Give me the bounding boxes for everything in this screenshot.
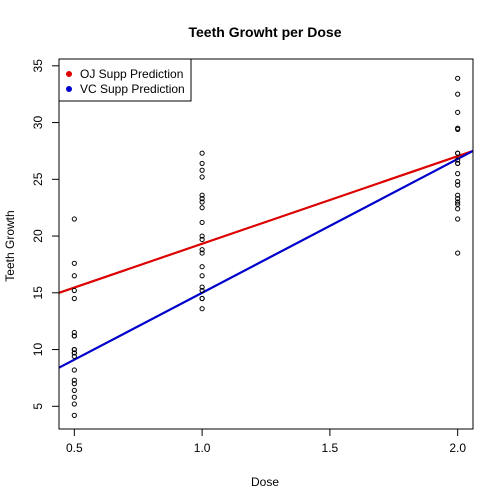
- data-point: [199, 205, 205, 211]
- data-point: [455, 160, 461, 167]
- x-tick-label: 2.0: [449, 441, 466, 455]
- data-point: [71, 353, 77, 359]
- data-point: [455, 109, 461, 115]
- legend-vc-label: VC Supp Prediction: [80, 82, 185, 96]
- data-point: [199, 174, 205, 180]
- data-point: [71, 287, 77, 294]
- data-point: [199, 192, 205, 198]
- data-point: [71, 260, 77, 266]
- legend-vc-marker: [66, 86, 72, 92]
- data-point: [71, 381, 77, 387]
- data-point: [199, 284, 205, 290]
- data-point: [455, 192, 461, 198]
- data-point: [455, 171, 461, 177]
- x-axis-label: Dose: [251, 475, 279, 489]
- data-point: [71, 333, 77, 339]
- data-point: [199, 287, 205, 294]
- data-point: [455, 206, 461, 212]
- data-point: [455, 182, 461, 188]
- data-point: [71, 295, 77, 302]
- data-point: [71, 350, 77, 356]
- prediction-lines: [58, 149, 474, 369]
- data-point: [71, 346, 77, 353]
- legend-oj-label: OJ Supp Prediction: [80, 67, 183, 81]
- data-point: [199, 199, 205, 205]
- data-point: [199, 160, 205, 167]
- data-point: [455, 201, 461, 207]
- data-point: [71, 387, 77, 394]
- data-point: [199, 247, 205, 253]
- y-tick-label: 20: [31, 229, 45, 243]
- y-tick-label: 10: [31, 343, 45, 357]
- data-point: [71, 394, 77, 400]
- data-point: [199, 250, 205, 256]
- data-point: [199, 264, 205, 270]
- y-tick-label: 35: [31, 59, 45, 73]
- y-tick-label: 30: [31, 116, 45, 130]
- data-point: [71, 412, 77, 418]
- data-point: [199, 150, 205, 156]
- data-points: [71, 75, 461, 418]
- data-point: [455, 250, 461, 256]
- y-axis: 5 10 15 20 25 30 35: [31, 59, 60, 410]
- data-point: [71, 329, 77, 336]
- data-point: [199, 295, 205, 302]
- legend-box: [58, 58, 192, 102]
- x-tick-label: 0.5: [66, 441, 83, 455]
- data-point: [455, 91, 461, 97]
- x-tick-label: 1.5: [322, 441, 339, 455]
- y-tick-label: 5: [31, 403, 45, 410]
- data-point: [71, 367, 77, 373]
- data-point: [199, 273, 205, 279]
- x-tick-label: 1.0: [194, 441, 211, 455]
- data-point: [455, 75, 461, 81]
- legend: OJ Supp Prediction VC Supp Prediction: [58, 58, 192, 102]
- data-point: [199, 233, 205, 239]
- legend-oj-marker: [66, 71, 72, 77]
- y-tick-label: 25: [31, 172, 45, 186]
- data-point: [199, 167, 205, 173]
- data-point: [199, 219, 205, 226]
- data-point: [71, 216, 77, 222]
- data-point: [455, 157, 461, 163]
- data-point: [455, 125, 461, 131]
- data-point: [199, 306, 205, 312]
- data-point: [455, 150, 461, 156]
- data-point: [455, 178, 461, 185]
- data-point: [71, 273, 77, 279]
- data-point: [199, 196, 205, 202]
- data-point: [71, 377, 77, 383]
- vc-supp-prediction-line: [58, 149, 474, 369]
- data-point: [455, 196, 461, 202]
- chart-title: Teeth Growht per Dose: [189, 24, 342, 40]
- y-axis-label: Teeth Growth: [3, 210, 17, 281]
- data-point: [199, 236, 205, 243]
- plot-frame: [58, 58, 474, 430]
- data-point: [455, 216, 461, 222]
- y-tick-label: 15: [31, 286, 45, 300]
- x-axis: 0.5 1.0 1.5 2.0: [66, 428, 466, 455]
- data-point: [455, 199, 461, 205]
- oj-supp-prediction-line: [58, 149, 474, 294]
- data-point: [71, 401, 77, 407]
